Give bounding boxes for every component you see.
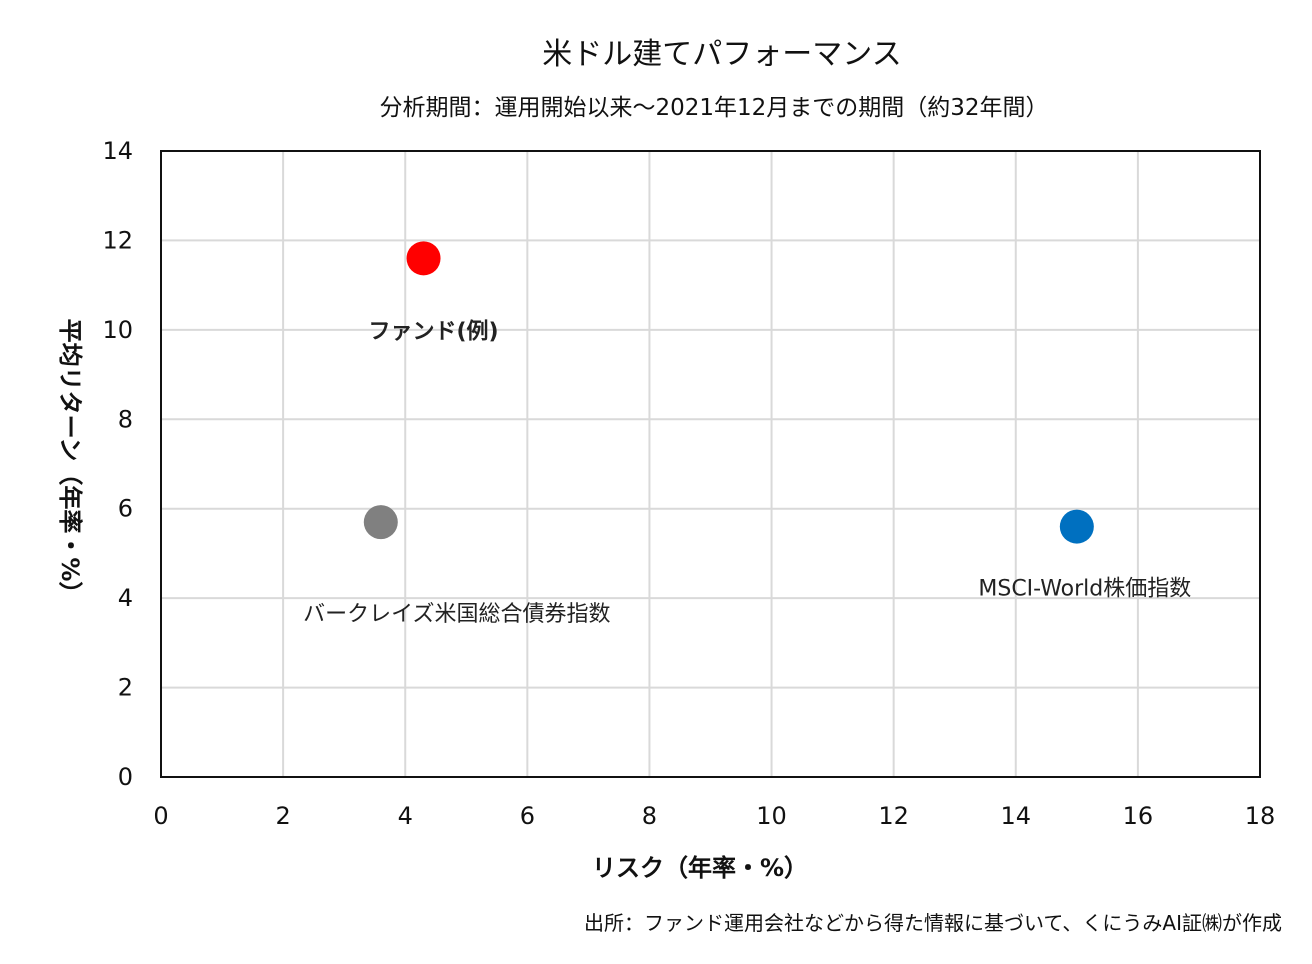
y-tick-label-5: 10: [102, 316, 133, 344]
x-tick-label-2: 4: [398, 802, 413, 830]
x-axis-title: リスク（年率・%）: [592, 854, 808, 882]
y-tick-label-6: 12: [102, 226, 133, 254]
y-tick-label-3: 6: [118, 495, 133, 523]
point-label-1: バークレイズ米国総合債券指数: [303, 602, 610, 627]
data-point-1: [363, 505, 398, 540]
data-point-0: [406, 241, 441, 276]
x-tick-label-6: 12: [878, 802, 909, 830]
y-tick-label-0: 0: [118, 763, 133, 791]
x-tick-label-8: 16: [1123, 802, 1154, 830]
x-tick-label-7: 14: [1001, 802, 1032, 830]
plot-border: [160, 150, 1261, 778]
chart-subtitle: 分析期間：運用開始以来～2021年12月までの期間（約32年間）: [379, 95, 1048, 121]
y-tick-label-4: 8: [118, 405, 133, 433]
y-tick-label-7: 14: [102, 137, 133, 165]
point-label-0: ファンド(例): [368, 319, 498, 344]
y-tick-label-1: 2: [118, 674, 133, 702]
point-label-2: MSCI-World株価指数: [978, 577, 1191, 602]
x-tick-label-1: 2: [275, 802, 290, 830]
x-tick-label-3: 6: [520, 802, 535, 830]
x-tick-label-0: 0: [153, 802, 168, 830]
y-axis-title: 平均リターン（年率・%）: [56, 319, 84, 606]
data-point-2: [1059, 509, 1094, 544]
points-layer: ファンド(例) バークレイズ米国総合債券指数 MSCI-World株価指数: [303, 241, 1191, 627]
source-note: 出所：ファンド運用会社などから得た情報に基づいて、くにうみAI証㈱が作成: [584, 911, 1282, 935]
grid-layer: [161, 151, 1260, 777]
chart-title: 米ドル建てパフォーマンス: [542, 37, 901, 72]
x-tick-label-5: 10: [756, 802, 787, 830]
x-tick-label-4: 8: [642, 802, 657, 830]
x-tick-label-9: 18: [1245, 802, 1276, 830]
y-tick-label-2: 4: [118, 584, 133, 612]
axis-layer: 0 2 4 6 8 10 12 14 16 18 0 2 4 6 8 10 12 14: [102, 137, 1275, 830]
